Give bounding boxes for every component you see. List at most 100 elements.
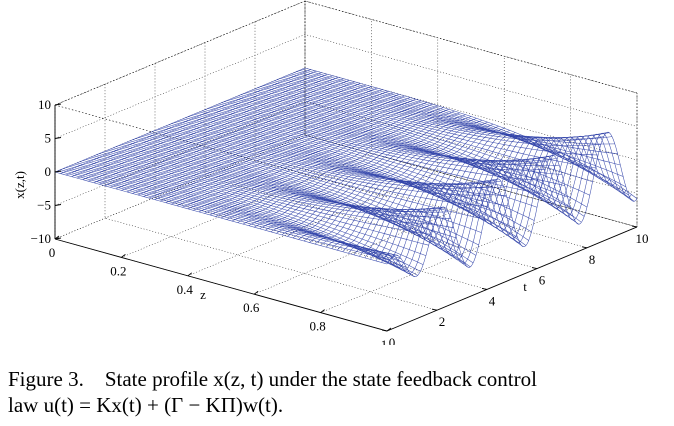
grid-line (254, 56, 505, 295)
mesh-line-t (149, 132, 482, 233)
mesh-line-t (204, 109, 538, 208)
tick-xaxis (54, 235, 60, 240)
mesh-line-t (210, 107, 543, 181)
mesh-line-t (154, 130, 488, 207)
mesh-line-t (71, 164, 404, 263)
mesh-line-t (163, 126, 496, 186)
tick-xaxis (320, 309, 325, 313)
tick-label-xaxis: 0.6 (243, 300, 260, 315)
tick-zaxis (54, 237, 62, 240)
grid-line (104, 84, 438, 311)
tick-label-xaxis: 0.2 (110, 263, 126, 278)
mesh-line-z (370, 134, 621, 268)
mesh-line-t (296, 71, 629, 196)
mesh-line-t (88, 157, 421, 272)
tick-label-xaxis: 1 (381, 337, 388, 345)
mesh-line-t (238, 95, 571, 209)
mesh-line-t (135, 138, 468, 268)
mesh-line-t (193, 113, 527, 246)
mesh-line-t (232, 97, 565, 186)
tick-label-zaxis: 10 (38, 97, 51, 112)
figure-caption: Figure 3. State profile x(z, t) under th… (8, 366, 668, 418)
mesh-line-t (207, 108, 540, 194)
mesh-line-t (171, 123, 504, 188)
tick-label-xaxis: 0.8 (309, 319, 325, 334)
mesh-line-t (188, 116, 521, 245)
mesh-line-t (293, 72, 627, 188)
mesh-line-t (266, 83, 599, 156)
grid-line (187, 37, 439, 277)
tick-yaxis (381, 329, 388, 332)
mesh-line-t (235, 96, 568, 198)
mesh-line-t (199, 111, 532, 233)
surface-mesh (54, 67, 638, 277)
mesh-line-t (129, 140, 463, 258)
mesh-line-t (54, 171, 388, 265)
mesh-line-t (121, 144, 454, 229)
mesh-line-t (60, 169, 393, 257)
mesh-line-t (221, 102, 554, 161)
mesh-line-t (143, 134, 477, 256)
mesh-line-t (288, 74, 621, 166)
grid-line (154, 63, 488, 290)
mesh-line-t (254, 88, 588, 208)
tick-label-zaxis: −10 (31, 231, 51, 246)
mesh-line-t (285, 75, 618, 154)
tick-yaxis (581, 246, 588, 249)
mesh-line-t (127, 141, 460, 249)
tick-yaxis (631, 225, 638, 228)
mesh-line-t (118, 145, 451, 219)
axis-line (386, 226, 638, 332)
tick-label-xaxis: 0.4 (177, 282, 194, 297)
mesh-line-t (196, 112, 529, 241)
tick-zaxis (54, 204, 62, 206)
mesh-line-t (216, 104, 549, 165)
caption-text-1: State profile x(z, t) under the state fe… (104, 367, 537, 391)
mesh-line-t (146, 133, 479, 246)
figure: −10 −5 0 5 10 0 0.2 0.4 0.6 0.8 1 0 2 4 6 8 10 x(z,t) z … (12, 0, 649, 345)
mesh-line-t (82, 160, 415, 277)
tick-yaxis (431, 308, 438, 311)
mesh-line-t (91, 156, 424, 265)
mesh-line-t (229, 98, 563, 175)
tick-zaxis (54, 170, 62, 173)
tick-label-yaxis: 2 (439, 314, 446, 329)
grid-line (54, 101, 638, 206)
mesh-line-t (57, 170, 390, 260)
tick-zaxis (54, 137, 62, 139)
mesh-line-t (191, 115, 524, 247)
mesh-line-t (252, 89, 585, 217)
tick-zaxis (54, 103, 62, 106)
caption-line-1: Figure 3. State profile x(z, t) under th… (8, 366, 668, 392)
mesh-line-t (79, 161, 413, 276)
mesh-line-t (152, 131, 485, 220)
mesh-line-t (243, 93, 577, 223)
tick-label-yaxis: 4 (489, 293, 496, 308)
mesh-line-t (282, 76, 615, 145)
mesh-line-t (177, 120, 510, 207)
tick-label-yaxis: 8 (589, 252, 596, 267)
tick-yaxis (531, 267, 538, 270)
mesh-line-t (168, 124, 501, 185)
mesh-line-t (268, 82, 601, 146)
mesh-line-t (93, 155, 426, 256)
mesh-line-t (291, 73, 624, 177)
tick-label-yaxis: 0 (389, 335, 396, 345)
grid (54, 0, 638, 332)
box-edge (54, 104, 388, 198)
axis-line (54, 238, 388, 332)
mesh-line-t (141, 135, 474, 264)
mesh-line-t (277, 79, 610, 138)
mesh-line-t (132, 139, 465, 264)
mesh-line-t (227, 100, 560, 166)
mesh-line-t (241, 94, 574, 217)
mesh-line-t (249, 90, 582, 223)
mesh-line-t (160, 127, 493, 189)
grid-line (304, 1, 638, 228)
yaxis-label: t (523, 279, 527, 294)
mesh-line-t (85, 159, 418, 276)
tick-xaxis (253, 290, 259, 295)
mesh-line-t (116, 146, 449, 213)
